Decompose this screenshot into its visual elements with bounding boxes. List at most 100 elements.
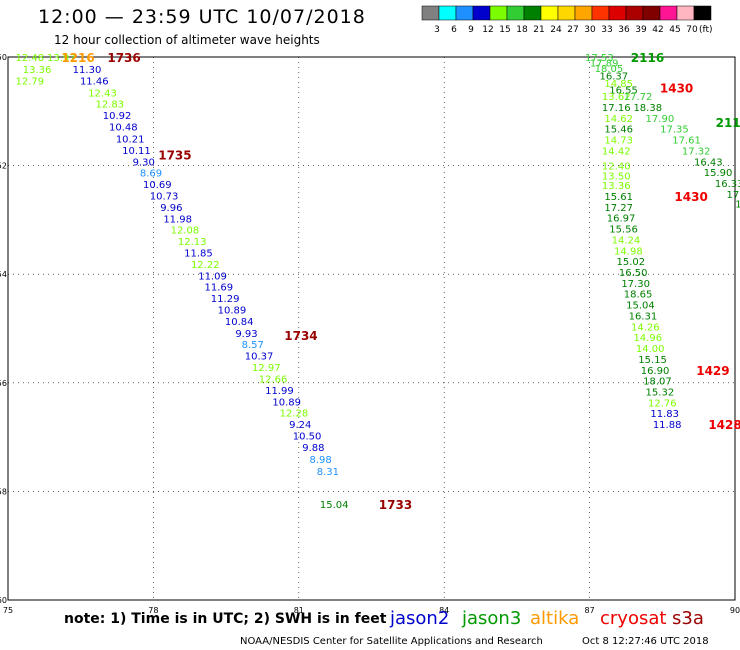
satellite-jason3: jason3: [462, 608, 522, 629]
legend-tick-label: 9: [468, 25, 474, 35]
pass-time-label: 1733: [379, 498, 412, 512]
pass-time-label: 1430: [660, 81, 693, 95]
legend-tick-label: 15: [499, 25, 510, 35]
wave-height-value: 10.11: [122, 146, 151, 157]
wave-height-value: 14.42: [602, 146, 631, 157]
y-tick-label: -54: [0, 270, 7, 279]
legend-tick-label: 24: [550, 25, 562, 35]
legend-tick-label: 18: [516, 25, 528, 35]
legend-tick-label: 36: [618, 25, 630, 35]
wave-height-value: 11.29: [211, 294, 240, 305]
wave-height-value: 12.13: [178, 237, 207, 248]
wave-height-value: 18.65: [624, 290, 653, 301]
wave-height-value: 9.30: [133, 157, 155, 168]
wave-height-value: 15.15: [638, 355, 667, 366]
wave-height-value: 15.61: [604, 192, 633, 203]
wave-height-value: 8.69: [140, 169, 162, 180]
wave-height-value: 14.26: [631, 322, 660, 333]
y-tick-label: -60: [0, 596, 7, 605]
wave-height-value: 10.89: [218, 305, 247, 316]
legend-tick-label: 70: [686, 25, 698, 35]
wave-height-value: 18.38: [633, 103, 662, 114]
timestamp-text: Oct 8 12:27:46 UTC 2018: [582, 636, 709, 647]
satellite-cryosat: cryosat: [600, 608, 667, 629]
wave-height-value: 17.90: [646, 114, 675, 125]
wave-height-value: 12.83: [95, 100, 124, 111]
wave-height-value: 10.50: [293, 431, 322, 442]
wave-height-value: 10.48: [109, 123, 138, 134]
wave-height-value: 14.24: [612, 235, 641, 246]
legend-tick-label: 42: [652, 25, 663, 35]
wave-height-value: 16.55: [609, 86, 638, 97]
y-tick-label: -56: [0, 379, 7, 388]
wave-height-value: 15.56: [609, 225, 638, 236]
wave-height-value: 11.99: [265, 386, 294, 397]
wave-height-value: 11.46: [80, 76, 109, 87]
wave-height-value: 11.09: [198, 271, 227, 282]
y-tick-label: -52: [0, 162, 7, 171]
pass-time-label: 1430: [674, 190, 707, 204]
x-tick-label: 84: [439, 606, 449, 615]
wave-height-value: 15.02: [616, 257, 645, 268]
wave-height-value: 13.36: [602, 181, 631, 192]
wave-height-value: 14.85: [604, 79, 633, 90]
x-tick-label: 87: [585, 606, 595, 615]
wave-height-value: 12.08: [171, 226, 200, 237]
wave-height-value: 15.04: [626, 301, 655, 312]
wave-height-value: 18.07: [643, 377, 672, 388]
wave-height-value: 10.21: [116, 134, 145, 145]
legend-tick-label: 30: [584, 25, 596, 35]
wave-height-value: 17.32: [682, 146, 711, 157]
wave-height-value: 12.79: [15, 76, 44, 87]
y-tick-label: -50: [0, 53, 7, 62]
wave-height-value: 11.30: [73, 65, 102, 76]
x-tick-label: 78: [148, 606, 158, 615]
wave-height-value: 16.90: [641, 366, 670, 377]
legend-unit: (ft): [699, 25, 713, 35]
wave-height-value: 17.61: [672, 136, 701, 147]
pass-time-label: 2116: [631, 51, 664, 65]
wave-height-value: 17.27: [604, 203, 633, 214]
x-tick-label: 75: [3, 606, 13, 615]
wave-height-value: 10.37: [245, 352, 274, 363]
wave-height-value: 16.68: [735, 200, 740, 211]
pass-time-label: 1428: [708, 418, 740, 432]
wave-height-value: 8.98: [309, 455, 331, 466]
wave-height-value: 8.31: [317, 467, 339, 478]
wave-height-value: 13.50: [602, 171, 631, 182]
wave-height-value: 13.62: [602, 92, 631, 103]
pass-time-label: 2117: [716, 116, 740, 130]
wave-height-value: 9.24: [289, 420, 311, 431]
legend-tick-label: 6: [451, 25, 457, 35]
wave-height-value: 13.36: [23, 65, 52, 76]
wave-height-value: 10.84: [225, 317, 254, 328]
pass-time-label: 1734: [284, 329, 317, 343]
page-subtitle: 12 hour collection of altimeter wave hei…: [54, 33, 320, 47]
wave-height-value: 17.16: [602, 103, 631, 114]
color-legend: 3 6 9 12 15 18 21 24 27 30 33 36 39 42 45 70 (ft): [421, 5, 713, 35]
wave-height-value: 14.96: [633, 333, 662, 344]
legend-tick-label: 33: [601, 25, 612, 35]
wave-height-value: 12.22: [191, 260, 220, 271]
satellite-altika: altika: [530, 608, 580, 629]
wave-height-value: 10.92: [103, 111, 132, 122]
wave-height-value: 17.72: [624, 92, 653, 103]
wave-height-value: 9.93: [235, 329, 257, 340]
wave-height-value: 13.97: [47, 53, 76, 64]
wave-height-value: 16.97: [607, 214, 636, 225]
wave-height-value: 15.04: [320, 500, 349, 511]
wave-height-value: 11.85: [184, 248, 213, 259]
wave-height-value: 12.48: [15, 53, 44, 64]
wave-height-value: 12.76: [648, 398, 677, 409]
wave-height-value: 16.33: [715, 179, 740, 190]
page-title: 12:00 — 23:59 UTC 10/07/2018: [38, 6, 366, 28]
legend-tick-label: 12: [482, 25, 493, 35]
wave-height-value: 12.40: [602, 162, 631, 173]
wave-height-value: 10.89: [272, 397, 301, 408]
pass-time-label: 1736: [107, 51, 140, 65]
wave-height-value: 14.98: [614, 246, 643, 257]
wave-height-value: 14.73: [604, 136, 633, 147]
wave-height-value: 11.83: [650, 409, 679, 420]
wave-height-value: 16.37: [600, 71, 629, 82]
wave-height-value: 17.53: [585, 53, 614, 64]
